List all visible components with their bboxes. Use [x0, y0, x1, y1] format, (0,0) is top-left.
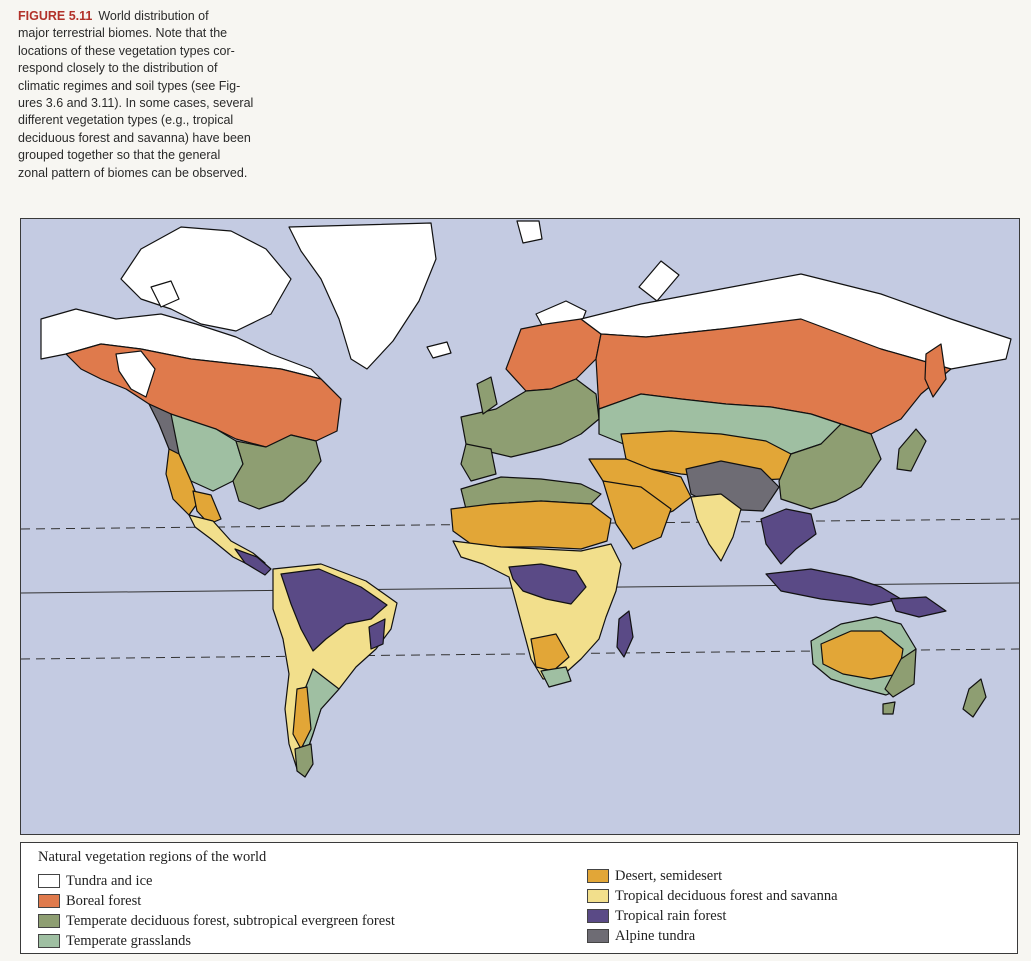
sahara-desert: [450, 500, 612, 550]
legend-column-left: Tundra and ice Boreal forest Temperate dec…: [38, 871, 395, 951]
map-svg: [21, 219, 1019, 834]
alaska-tundra-patch: [115, 350, 156, 398]
caption-line: respond closely to the distribution of: [18, 61, 218, 76]
legend-swatch: [587, 869, 609, 883]
britain: [476, 376, 498, 415]
kamchatka: [924, 343, 947, 398]
legend-label: Tundra and ice: [66, 872, 153, 889]
new-zealand: [962, 678, 987, 718]
north-america-deciduous: [232, 434, 322, 510]
east-asia-deciduous: [778, 423, 882, 510]
legend-swatch: [38, 894, 60, 908]
caption-line: grouped together so that the general: [18, 148, 221, 163]
south-america-rainforest-coast: [368, 618, 386, 650]
australia-deciduous: [884, 648, 917, 698]
caption-line: zonal pattern of biomes can be observed.: [18, 165, 248, 180]
japan: [896, 428, 927, 472]
south-america-rainforest: [280, 568, 388, 652]
caption-line: major terrestrial biomes. Note that the: [18, 26, 228, 41]
southeast-asia-rainforest: [760, 508, 817, 565]
north-america-desert: [165, 448, 200, 516]
novaya-zemlya: [638, 260, 680, 302]
map-legend: Natural vegetation regions of the world …: [20, 842, 1018, 954]
caption-line: climatic regimes and soil types (see Fig…: [18, 78, 241, 93]
greenland: [288, 222, 437, 370]
legend-swatch: [38, 874, 60, 888]
legend-item: Tropical deciduous forest and savanna: [587, 886, 838, 906]
svalbard: [516, 220, 543, 244]
madagascar: [616, 610, 634, 658]
legend-item: Temperate grasslands: [38, 931, 395, 951]
caption-line: World distribution of: [98, 9, 209, 23]
north-america-desert-east: [192, 490, 222, 525]
patagonia: [294, 743, 314, 778]
legend-item: Tropical rain forest: [587, 906, 838, 926]
congo-rainforest: [508, 563, 587, 605]
legend-title: Natural vegetation regions of the world: [38, 849, 267, 865]
figure-caption: FIGURE 5.11 World distribution of major t…: [18, 8, 338, 182]
legend-label: Boreal forest: [66, 892, 142, 909]
legend-item: Temperate deciduous forest, subtropical …: [38, 911, 395, 931]
arabia-desert: [602, 480, 672, 550]
legend-item: Alpine tundra: [587, 926, 838, 946]
iberia-deciduous: [460, 443, 497, 482]
tasmania: [882, 701, 896, 715]
south-africa-grasslands: [540, 666, 572, 688]
figure-label: FIGURE 5.11: [18, 9, 93, 23]
caption-line: different vegetation types (e.g., tropic…: [18, 113, 234, 128]
legend-item: Boreal forest: [38, 891, 395, 911]
iceland: [426, 341, 452, 359]
arctic-island-small: [150, 280, 180, 308]
legend-label: Tropical deciduous forest and savanna: [615, 887, 838, 904]
caption-line: deciduous forest and savanna) have been: [18, 130, 251, 145]
caption-line: ures 3.6 and 3.11). In some cases, sever…: [18, 96, 254, 111]
world-biome-map: [20, 218, 1020, 835]
legend-label: Desert, semidesert: [615, 867, 723, 884]
central-america-rainforest: [234, 548, 272, 576]
legend-item: Tundra and ice: [38, 871, 395, 891]
legend-swatch: [587, 929, 609, 943]
legend-column-right: Desert, semidesert Tropical deciduous for…: [587, 866, 838, 946]
kalahari-desert: [530, 633, 570, 672]
south-america-desert: [292, 686, 312, 750]
legend-swatch: [587, 909, 609, 923]
legend-swatch: [587, 889, 609, 903]
legend-item: Desert, semidesert: [587, 866, 838, 886]
legend-label: Temperate deciduous forest, subtropical …: [66, 912, 395, 929]
legend-label: Alpine tundra: [615, 927, 696, 944]
legend-swatch: [38, 914, 60, 928]
caption-line: locations of these vegetation types cor-: [18, 43, 235, 58]
legend-label: Tropical rain forest: [615, 907, 727, 924]
new-guinea: [890, 596, 947, 618]
legend-label: Temperate grasslands: [66, 932, 192, 949]
india-savanna: [690, 493, 742, 562]
legend-swatch: [38, 934, 60, 948]
